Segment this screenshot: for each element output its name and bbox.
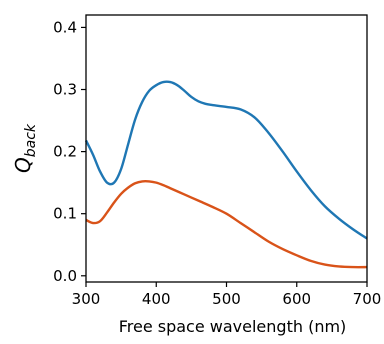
x-tick-label: 500: [212, 290, 241, 308]
x-tick-label: 600: [282, 290, 311, 308]
series-line-2: [85, 180, 368, 269]
x-tick-label: 300: [72, 290, 101, 308]
y-axis-label-subscript: back: [23, 123, 39, 157]
x-tick-label: 400: [142, 290, 171, 308]
y-axis-label: Qback: [11, 123, 39, 173]
plot-area: [84, 14, 368, 283]
y-tick-label: 0.1: [53, 205, 77, 223]
y-tick-label: 0.2: [53, 143, 77, 161]
y-axis-ticks: 0.0 0.1 0.2 0.3 0.4: [53, 18, 86, 285]
x-tick-label: 700: [353, 290, 382, 308]
x-axis-ticks: 300 400 500 600 700: [72, 282, 382, 308]
y-axis-label-main: Q: [11, 157, 35, 173]
series-layer: [84, 80, 368, 269]
y-tick-label: 0.4: [53, 18, 77, 36]
y-tick-label: 0.0: [53, 267, 77, 285]
series-line-1: [84, 80, 368, 240]
y-tick-label: 0.3: [53, 81, 77, 99]
x-axis-label: Free space wavelength (nm): [119, 317, 347, 336]
